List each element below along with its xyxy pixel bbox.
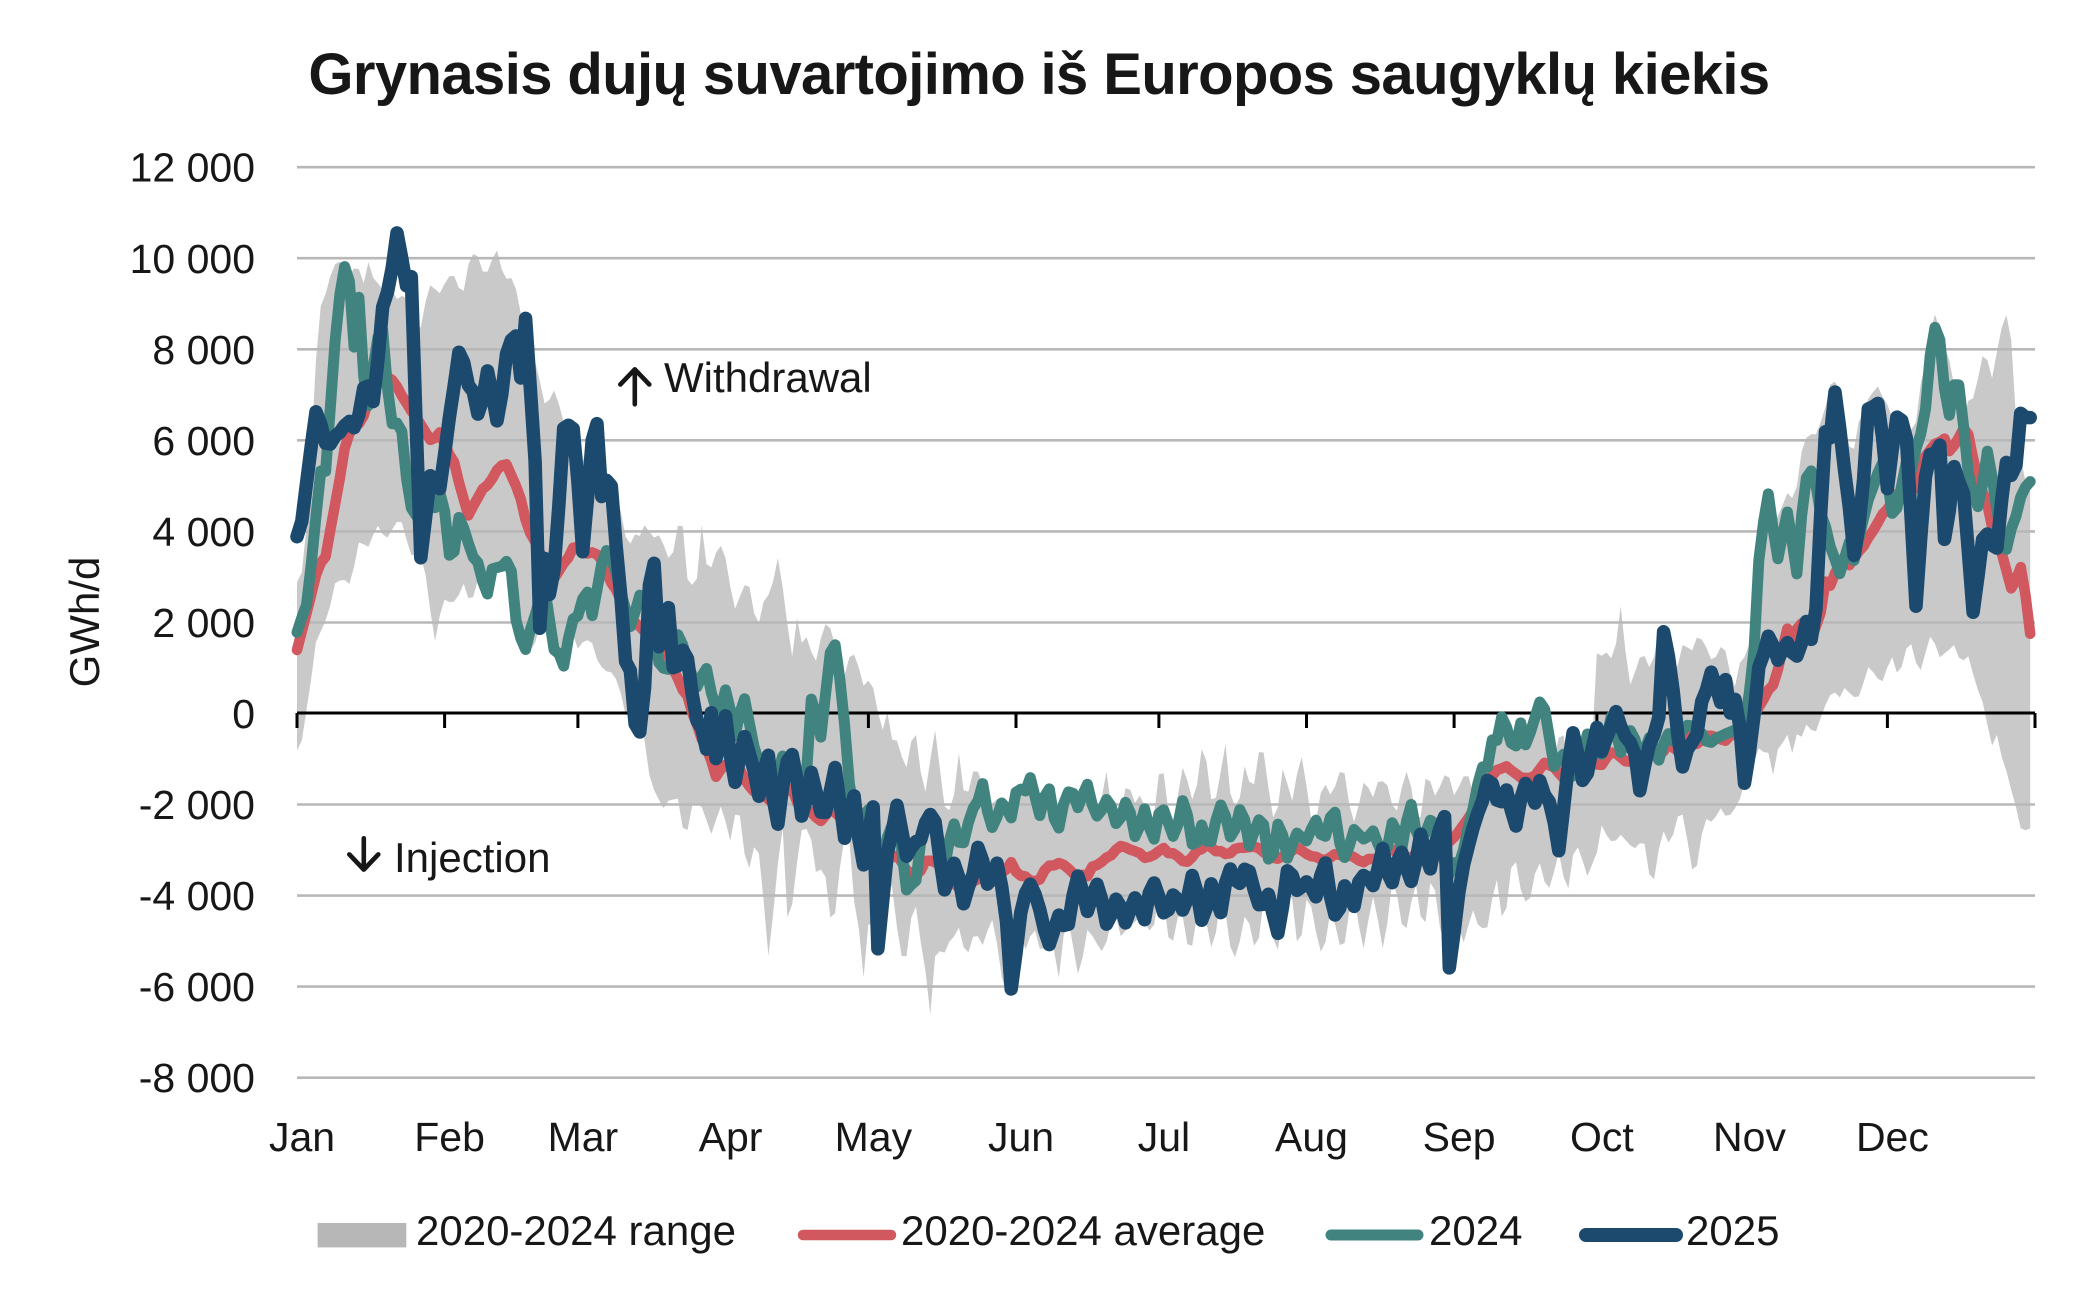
svg-text:Sep: Sep xyxy=(1423,1114,1496,1160)
svg-text:2020-2024 average: 2020-2024 average xyxy=(901,1207,1265,1254)
svg-text:2020-2024 range: 2020-2024 range xyxy=(416,1207,736,1254)
svg-text:2025: 2025 xyxy=(1686,1207,1779,1254)
svg-text:Grynasis dujų suvartojimo iš E: Grynasis dujų suvartojimo iš Europos sau… xyxy=(308,42,1769,107)
svg-text:12 000: 12 000 xyxy=(130,145,255,191)
svg-text:-2 000: -2 000 xyxy=(139,782,255,828)
svg-text:GWh/d: GWh/d xyxy=(61,557,108,688)
svg-text:-8 000: -8 000 xyxy=(139,1055,255,1101)
svg-text:2024: 2024 xyxy=(1429,1207,1522,1254)
svg-text:Apr: Apr xyxy=(699,1114,763,1160)
svg-text:May: May xyxy=(835,1114,913,1160)
svg-text:8 000: 8 000 xyxy=(152,327,255,373)
svg-text:Mar: Mar xyxy=(548,1114,619,1160)
svg-text:-4 000: -4 000 xyxy=(139,873,255,919)
svg-text:6 000: 6 000 xyxy=(152,418,255,464)
svg-text:10 000: 10 000 xyxy=(130,236,255,282)
svg-text:Nov: Nov xyxy=(1713,1114,1786,1160)
svg-text:2 000: 2 000 xyxy=(152,600,255,646)
svg-text:Jun: Jun xyxy=(988,1114,1054,1160)
svg-text:4 000: 4 000 xyxy=(152,509,255,555)
svg-text:0: 0 xyxy=(232,691,255,737)
svg-text:Withdrawal: Withdrawal xyxy=(664,354,872,401)
svg-text:Feb: Feb xyxy=(414,1114,485,1160)
svg-text:Injection: Injection xyxy=(394,834,550,881)
svg-text:Jul: Jul xyxy=(1138,1114,1190,1160)
svg-text:Aug: Aug xyxy=(1275,1114,1348,1160)
svg-text:Jan: Jan xyxy=(269,1114,335,1160)
svg-text:-6 000: -6 000 xyxy=(139,964,255,1010)
svg-text:Dec: Dec xyxy=(1856,1114,1929,1160)
svg-text:Oct: Oct xyxy=(1570,1114,1634,1160)
